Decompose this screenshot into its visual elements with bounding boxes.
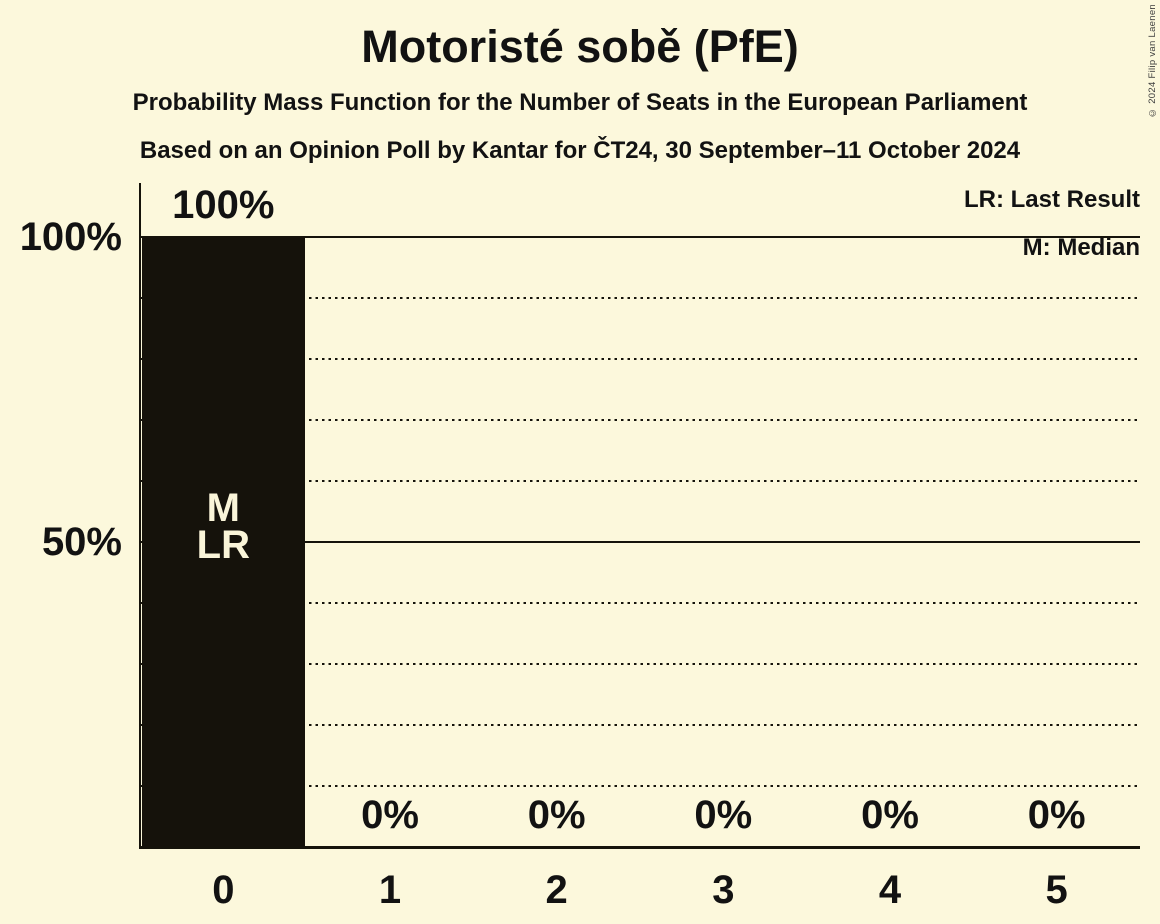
value-label-seats-2: 0% — [527, 793, 586, 837]
y-axis-label-100: 100% — [19, 215, 122, 259]
chart-subtitle: Probability Mass Function for the Number… — [132, 89, 1028, 116]
legend-median: M: Median — [1022, 234, 1140, 261]
gridline-80pct — [140, 358, 1140, 360]
gridline-70pct — [140, 419, 1140, 421]
x-axis-label-2: 2 — [545, 868, 568, 912]
gridline-50pct — [140, 541, 1140, 543]
gridline-10pct — [140, 785, 1140, 787]
x-axis-label-4: 4 — [878, 868, 902, 912]
x-axis-line — [139, 846, 1140, 849]
x-axis-label-1: 1 — [378, 868, 402, 912]
x-axis-label-5: 5 — [1045, 868, 1068, 912]
value-label-seats-5: 0% — [1027, 793, 1086, 837]
bar-seats-0 — [141, 237, 305, 847]
gridline-60pct — [140, 480, 1140, 482]
value-label-seats-4: 0% — [861, 793, 919, 837]
x-axis-label-3: 3 — [712, 868, 735, 912]
y-axis-line — [139, 183, 141, 849]
value-label-seats-1: 0% — [361, 793, 419, 837]
gridline-20pct — [140, 724, 1140, 726]
gridline-90pct — [140, 297, 1140, 299]
legend-last-result: LR: Last Result — [963, 186, 1140, 213]
median-last-result-marker: M LR — [196, 486, 250, 567]
copyright-notice: © 2024 Filip van Laenen — [1147, 4, 1158, 119]
chart-subtitle-source: Based on an Opinion Poll by Kantar for Č… — [139, 137, 1021, 164]
y-axis-label-50: 50% — [41, 520, 122, 564]
x-axis-label-0: 0 — [212, 868, 235, 912]
value-label-seats-3: 0% — [694, 793, 753, 837]
gridline-100pct — [140, 236, 1140, 238]
gridline-30pct — [140, 663, 1140, 665]
chart-title: Motoristé sobě (PfE) — [361, 21, 799, 72]
gridline-40pct — [140, 602, 1140, 604]
value-label-seats-0: 100% — [172, 183, 275, 227]
